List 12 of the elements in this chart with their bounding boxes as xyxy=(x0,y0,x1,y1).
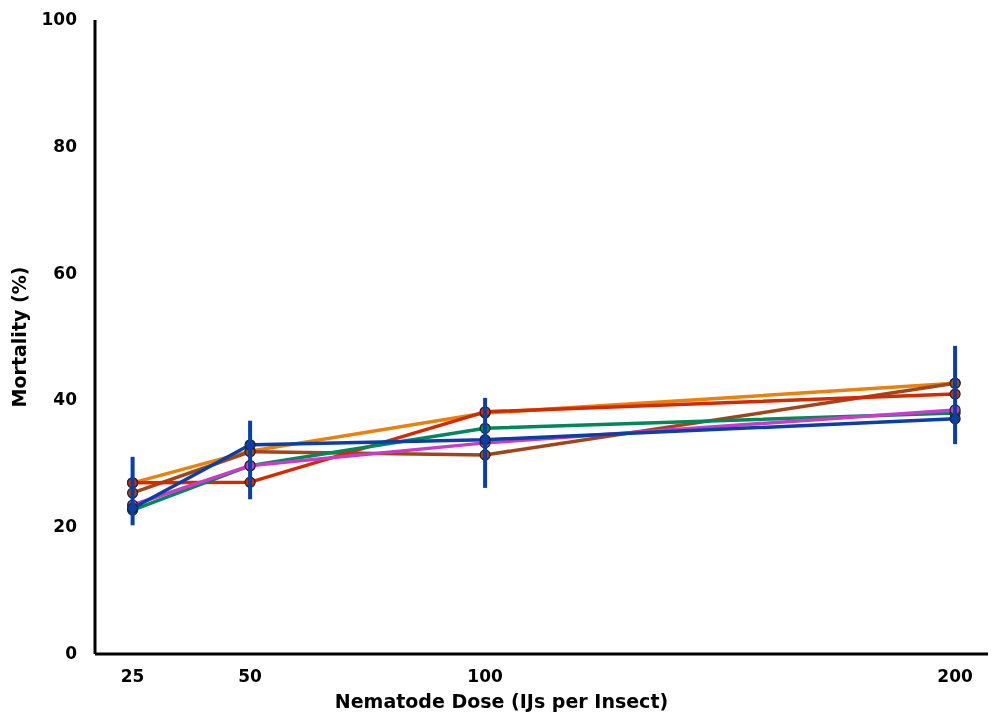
x-tick-label: 50 xyxy=(238,666,263,686)
x-axis-title: Nematode Dose (IJs per Insect) xyxy=(334,690,669,712)
y-axis-title: Mortality (%) xyxy=(8,266,30,408)
x-tick-label: 25 xyxy=(120,666,145,686)
y-tick-label: 0 xyxy=(65,643,78,663)
y-tick-label: 100 xyxy=(41,9,78,29)
y-tick-label: 80 xyxy=(53,135,78,156)
x-tick-label: 100 xyxy=(467,666,504,686)
x-tick-label: 200 xyxy=(937,666,974,686)
y-tick-label: 20 xyxy=(53,516,78,537)
y-tick-label: 60 xyxy=(53,262,78,283)
y-tick-label: 40 xyxy=(53,389,78,410)
